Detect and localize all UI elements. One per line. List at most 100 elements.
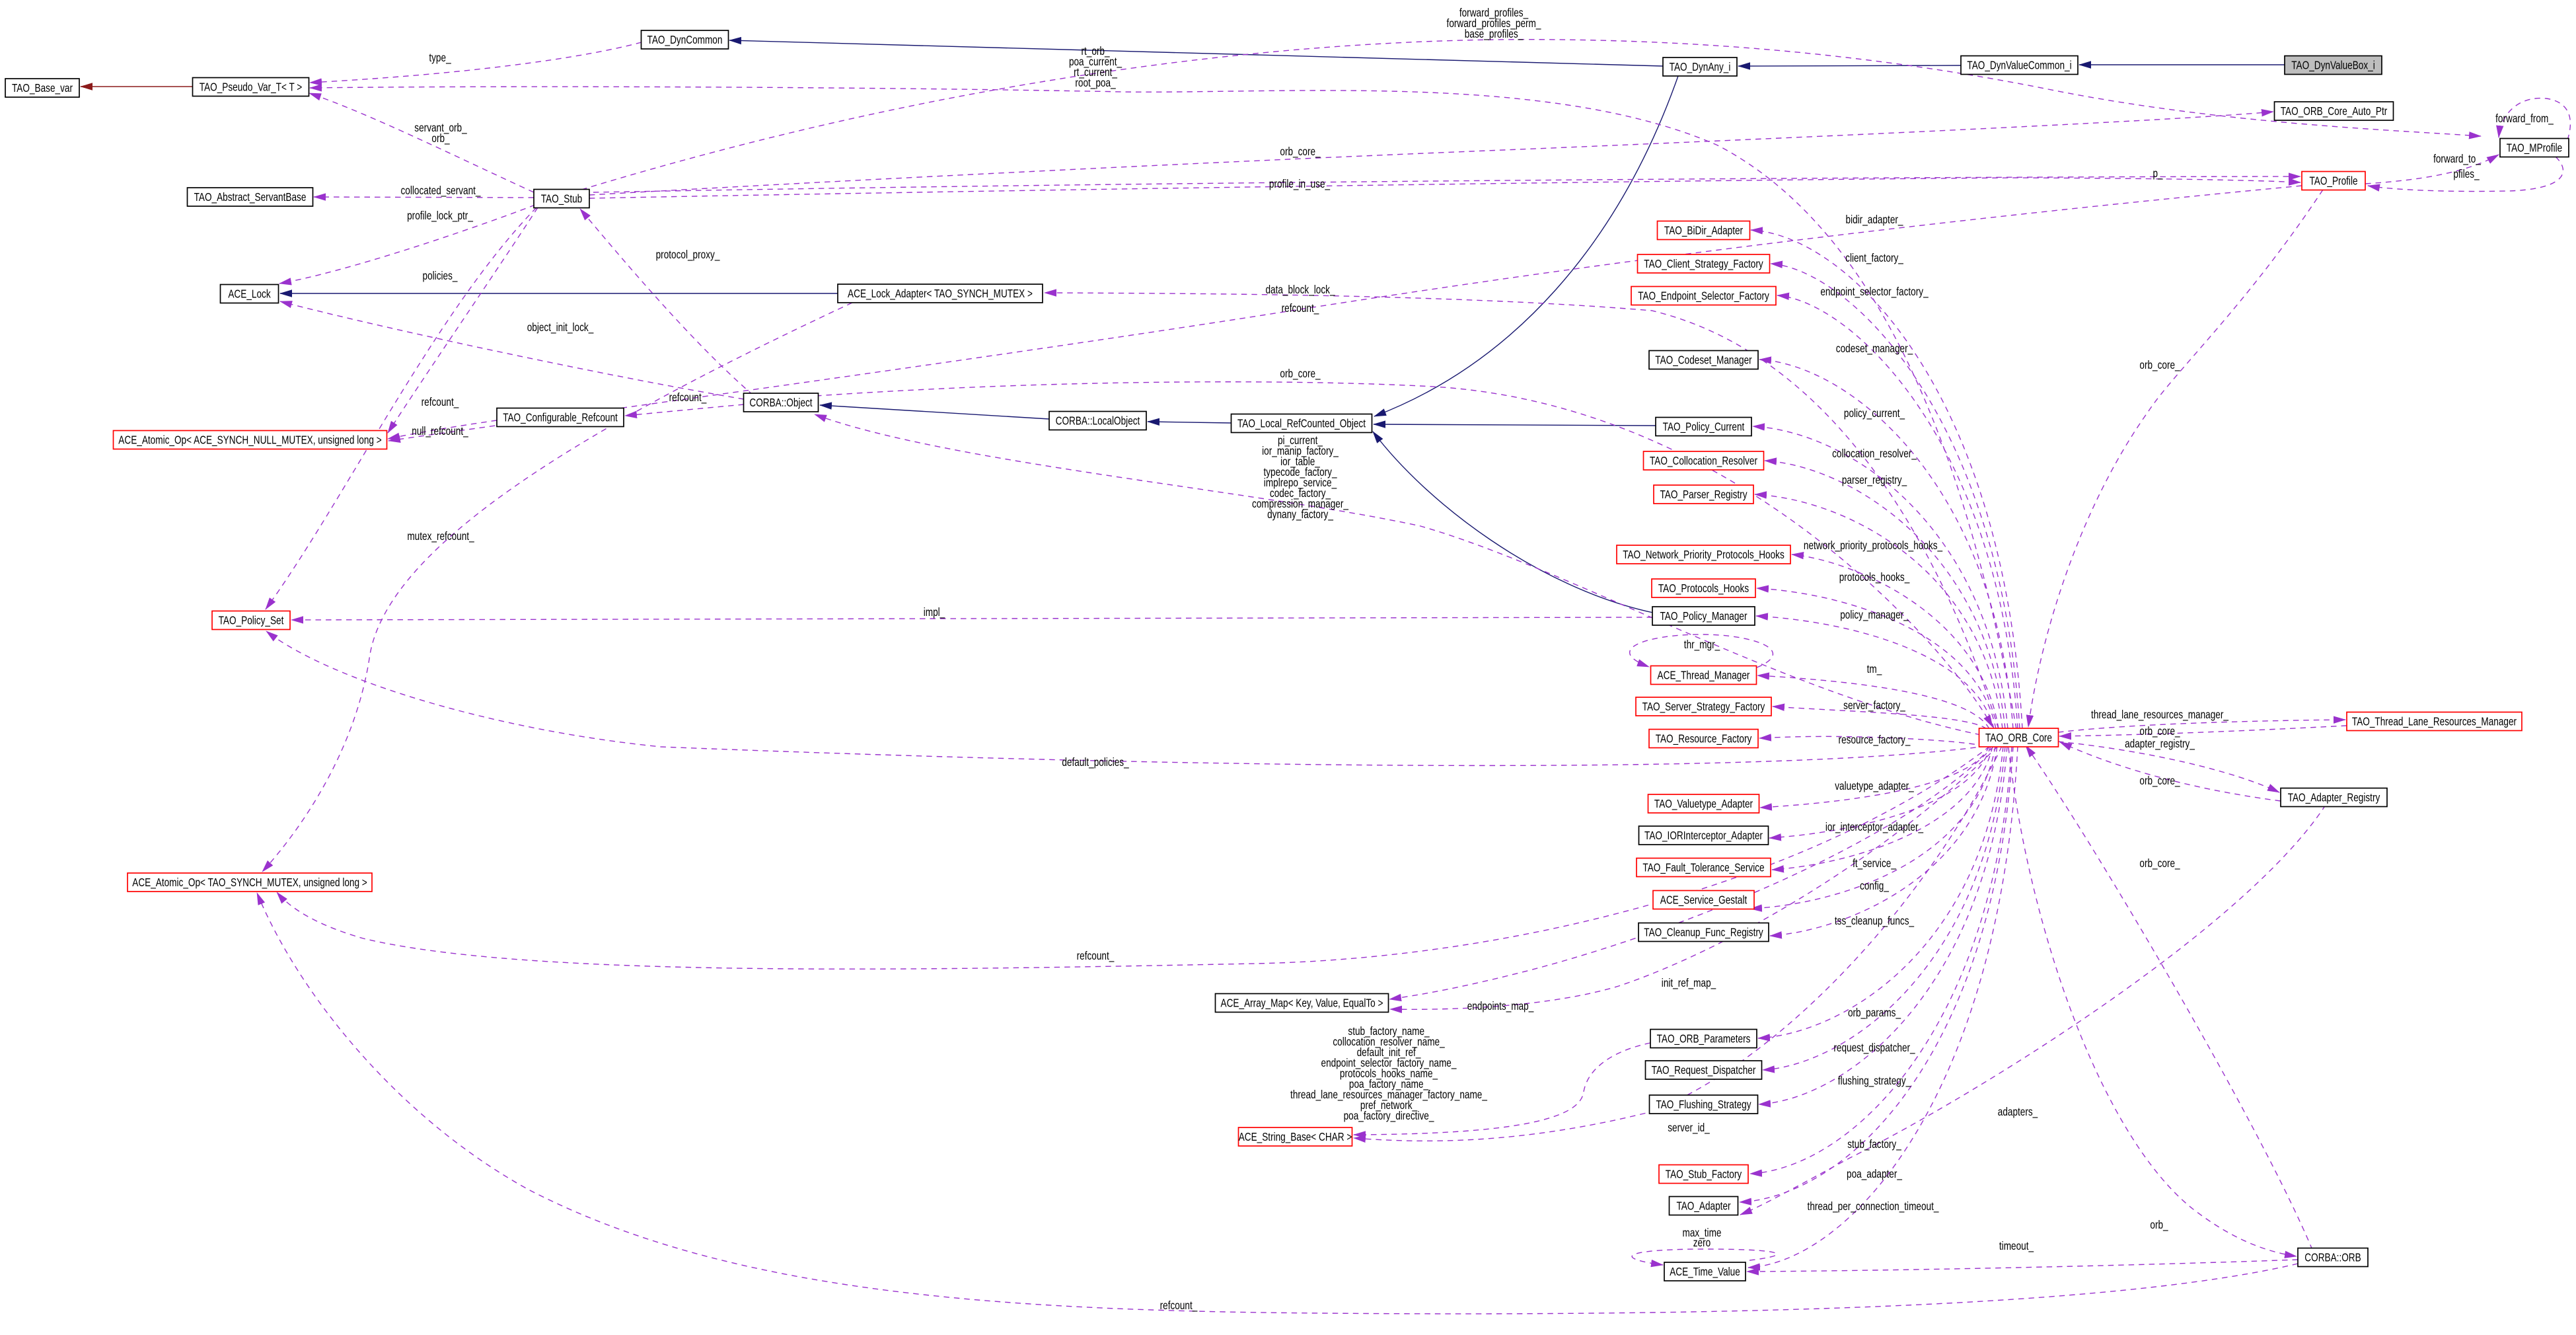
- svg-text:TAO_Parser_Registry: TAO_Parser_Registry: [1660, 488, 1748, 502]
- svg-text:TAO_Thread_Lane_Resources_Mana: TAO_Thread_Lane_Resources_Manager: [2352, 715, 2517, 729]
- svg-text:dynany_factory_: dynany_factory_: [1267, 508, 1333, 521]
- svg-text:implrepo_service_: implrepo_service_: [1264, 476, 1337, 490]
- svg-text:TAO_Pseudo_Var_T< T >: TAO_Pseudo_Var_T< T >: [200, 81, 303, 95]
- svg-text:protocols_hooks_name_: protocols_hooks_name_: [1340, 1067, 1438, 1081]
- svg-text:forward_profiles_: forward_profiles_: [1459, 6, 1529, 20]
- svg-text:timeout_: timeout_: [1999, 1239, 2034, 1253]
- svg-text:thread_lane_resources_manager_: thread_lane_resources_manager_factory_na…: [1290, 1088, 1487, 1102]
- svg-text:parser_registry_: parser_registry_: [1842, 473, 1907, 487]
- svg-text:poa_current_: poa_current_: [1069, 55, 1122, 69]
- svg-text:valuetype_adapter_: valuetype_adapter_: [1835, 779, 1914, 793]
- svg-text:TAO_Valuetype_Adapter: TAO_Valuetype_Adapter: [1654, 797, 1753, 811]
- svg-text:TAO_Protocols_Hooks: TAO_Protocols_Hooks: [1658, 582, 1749, 595]
- svg-text:TAO_Abstract_ServantBase: TAO_Abstract_ServantBase: [194, 190, 307, 204]
- svg-text:server_id_: server_id_: [1668, 1121, 1710, 1135]
- svg-text:ACE_Array_Map< Key, Value, Equ: ACE_Array_Map< Key, Value, EqualTo >: [1221, 997, 1383, 1011]
- svg-text:CORBA::LocalObject: CORBA::LocalObject: [1056, 414, 1140, 428]
- svg-text:TAO_Client_Strategy_Factory: TAO_Client_Strategy_Factory: [1644, 257, 1763, 271]
- svg-text:policy_manager_: policy_manager_: [1840, 608, 1909, 622]
- svg-text:TAO_Flushing_Strategy: TAO_Flushing_Strategy: [1656, 1098, 1751, 1112]
- svg-text:ior_table_: ior_table_: [1280, 455, 1320, 469]
- svg-text:ACE_Thread_Manager: ACE_Thread_Manager: [1658, 669, 1750, 683]
- svg-text:TAO_Base_var: TAO_Base_var: [12, 81, 73, 95]
- svg-text:refcount_: refcount_: [1077, 949, 1115, 963]
- svg-text:tm_: tm_: [1867, 662, 1882, 676]
- svg-text:stub_factory_name_: stub_factory_name_: [1348, 1024, 1429, 1038]
- svg-text:zero: zero: [1693, 1236, 1711, 1249]
- svg-text:endpoint_selector_factory_: endpoint_selector_factory_: [1820, 285, 1929, 299]
- svg-text:TAO_Stub: TAO_Stub: [541, 192, 583, 206]
- svg-text:TAO_MProfile: TAO_MProfile: [2507, 141, 2562, 155]
- svg-text:adapters_: adapters_: [1998, 1105, 2038, 1119]
- svg-text:adapter_registry_: adapter_registry_: [2125, 737, 2195, 751]
- svg-text:collocation_resolver_name_: collocation_resolver_name_: [1333, 1035, 1445, 1049]
- svg-text:profile_in_use_: profile_in_use_: [1269, 177, 1330, 191]
- svg-text:thr_mgr_: thr_mgr_: [1684, 638, 1720, 652]
- svg-text:thread_per_connection_timeout_: thread_per_connection_timeout_: [1808, 1200, 1939, 1213]
- svg-text:init_ref_map_: init_ref_map_: [1662, 976, 1716, 990]
- svg-text:ACE_Service_Gestalt: ACE_Service_Gestalt: [1660, 894, 1748, 907]
- svg-text:TAO_Request_Dispatcher: TAO_Request_Dispatcher: [1652, 1063, 1756, 1077]
- svg-text:data_block_lock_: data_block_lock_: [1265, 283, 1335, 297]
- svg-text:rt_current_: rt_current_: [1074, 65, 1117, 79]
- svg-text:TAO_Stub_Factory: TAO_Stub_Factory: [1666, 1168, 1742, 1182]
- svg-text:TAO_Adapter_Registry: TAO_Adapter_Registry: [2288, 791, 2380, 805]
- svg-text:ACE_Atomic_Op< TAO_SYNCH_MUTEX: ACE_Atomic_Op< TAO_SYNCH_MUTEX, unsigned…: [132, 876, 367, 890]
- svg-text:CORBA::Object: CORBA::Object: [749, 396, 812, 409]
- svg-text:codeset_manager_: codeset_manager_: [1836, 342, 1913, 356]
- svg-text:client_factory_: client_factory_: [1845, 251, 1903, 265]
- svg-text:p_: p_: [2153, 167, 2162, 180]
- svg-text:poa_adapter_: poa_adapter_: [1847, 1167, 1902, 1181]
- svg-text:refcount_: refcount_: [669, 391, 707, 404]
- svg-text:bidir_adapter_: bidir_adapter_: [1846, 213, 1903, 227]
- svg-text:TAO_Resource_Factory: TAO_Resource_Factory: [1656, 732, 1752, 746]
- svg-text:TAO_Cleanup_Func_Registry: TAO_Cleanup_Func_Registry: [1644, 926, 1763, 940]
- svg-text:forward_to_: forward_to_: [2433, 152, 2481, 166]
- svg-text:TAO_Server_Strategy_Factory: TAO_Server_Strategy_Factory: [1642, 700, 1765, 714]
- svg-text:stub_factory_: stub_factory_: [1847, 1137, 1901, 1151]
- svg-text:collocated_servant_: collocated_servant_: [401, 184, 481, 198]
- svg-text:compression_manager_: compression_manager_: [1252, 497, 1348, 511]
- svg-text:orb_: orb_: [431, 132, 449, 145]
- svg-text:ft_service_: ft_service_: [1853, 857, 1896, 870]
- svg-text:ior_manip_factory_: ior_manip_factory_: [1262, 444, 1339, 458]
- svg-text:flushing_strategy_: flushing_strategy_: [1838, 1074, 1911, 1088]
- svg-text:impl_: impl_: [924, 605, 945, 619]
- svg-text:TAO_ORB_Core_Auto_Ptr: TAO_ORB_Core_Auto_Ptr: [2281, 104, 2388, 118]
- svg-text:server_factory_: server_factory_: [1843, 699, 1905, 712]
- svg-text:CORBA::ORB: CORBA::ORB: [2304, 1251, 2361, 1264]
- svg-text:rt_orb_: rt_orb_: [1081, 44, 1109, 58]
- svg-text:TAO_Collocation_Resolver: TAO_Collocation_Resolver: [1650, 454, 1757, 468]
- svg-text:config_: config_: [1860, 879, 1889, 893]
- svg-text:orb_core_: orb_core_: [2139, 724, 2180, 738]
- svg-text:null_refcount_: null_refcount_: [412, 424, 468, 438]
- svg-text:forward_from_: forward_from_: [2495, 112, 2554, 126]
- svg-text:TAO_DynValueBox_i: TAO_DynValueBox_i: [2291, 59, 2375, 73]
- svg-text:pfiles_: pfiles_: [2453, 167, 2480, 181]
- svg-text:request_dispatcher_: request_dispatcher_: [1833, 1041, 1915, 1055]
- svg-text:protocol_proxy_: protocol_proxy_: [656, 248, 720, 262]
- svg-text:root_poa_: root_poa_: [1075, 76, 1116, 90]
- svg-text:pref_network_: pref_network_: [1360, 1098, 1417, 1112]
- svg-text:refcount_: refcount_: [1282, 301, 1319, 315]
- svg-text:orb_core_: orb_core_: [2139, 857, 2180, 870]
- svg-text:TAO_Configurable_Refcount: TAO_Configurable_Refcount: [503, 411, 618, 425]
- svg-text:TAO_DynAny_i: TAO_DynAny_i: [1670, 60, 1731, 74]
- svg-text:mutex_refcount_: mutex_refcount_: [407, 529, 474, 543]
- svg-text:network_priority_protocols_hoo: network_priority_protocols_hooks_: [1804, 539, 1942, 553]
- svg-text:servant_orb_: servant_orb_: [414, 121, 467, 135]
- svg-text:TAO_DynCommon: TAO_DynCommon: [647, 33, 723, 47]
- svg-text:TAO_BiDir_Adapter: TAO_BiDir_Adapter: [1664, 224, 1743, 238]
- svg-text:TAO_Fault_Tolerance_Service: TAO_Fault_Tolerance_Service: [1642, 861, 1764, 875]
- svg-text:orb_core_: orb_core_: [2139, 774, 2180, 788]
- svg-text:profile_lock_ptr_: profile_lock_ptr_: [407, 209, 473, 223]
- svg-text:ACE_Atomic_Op< ACE_SYNCH_NULL_: ACE_Atomic_Op< ACE_SYNCH_NULL_MUTEX, uns…: [118, 434, 381, 447]
- svg-text:TAO_DynValueCommon_i: TAO_DynValueCommon_i: [1967, 59, 2071, 73]
- svg-text:refcount_: refcount_: [422, 395, 459, 409]
- svg-text:orb_core_: orb_core_: [1280, 367, 1320, 381]
- svg-text:base_profiles_: base_profiles_: [1465, 27, 1524, 41]
- svg-text:endpoint_selector_factory_name: endpoint_selector_factory_name_: [1321, 1056, 1457, 1070]
- svg-text:TAO_Policy_Manager: TAO_Policy_Manager: [1660, 609, 1748, 623]
- svg-text:forward_profiles_perm_: forward_profiles_perm_: [1447, 17, 1541, 30]
- svg-text:orb_: orb_: [2150, 1218, 2168, 1232]
